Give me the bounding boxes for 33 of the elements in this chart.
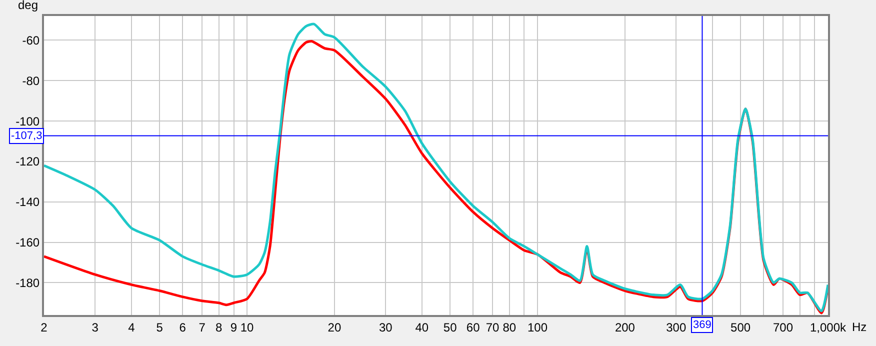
x-tick-label: 3 [92, 320, 99, 334]
x-tick-label: 60 [466, 320, 480, 334]
y-tick-label: -160 [16, 235, 40, 250]
x-tick-label: 70 [486, 320, 500, 334]
x-tick-label: 8 [216, 320, 223, 334]
y-tick-label: -80 [22, 74, 40, 88]
x-tick-label: 80 [502, 320, 516, 334]
x-tick-label: 300 [666, 320, 686, 334]
x-tick-label: 20 [328, 320, 342, 334]
x-tick-label: 1,000k [810, 320, 848, 334]
x-axis-title: Hz [852, 320, 867, 334]
x-tick-label: 700 [772, 320, 794, 334]
x-tick-label: 40 [415, 320, 429, 334]
x-tick-label: 4 [128, 320, 136, 334]
x-tick-label: 2 [40, 320, 48, 334]
y-tick-label: -120 [16, 154, 40, 169]
x-tick-label: 30 [378, 320, 393, 334]
y-axis-title: deg [18, 0, 38, 12]
x-tick-label: 5 [156, 320, 164, 334]
x-tick-label: 100 [528, 320, 548, 334]
x-tick-label: 200 [614, 320, 636, 334]
x-tick-label: 9 [230, 320, 238, 334]
y-tick-label: -140 [16, 195, 40, 210]
x-tick-label: 500 [730, 320, 751, 334]
ref-line-label: 369 [693, 319, 712, 331]
x-tick-label: 50 [443, 320, 458, 334]
x-tick-label: 6 [179, 320, 186, 334]
y-tick-label: -100 [16, 114, 40, 128]
ref-line-label: -107,3 [11, 130, 42, 142]
x-tick-label: 7 [198, 320, 206, 334]
x-tick-label: 10 [240, 320, 254, 334]
y-tick-label: -60 [22, 33, 40, 48]
y-tick-label: -180 [16, 276, 40, 290]
